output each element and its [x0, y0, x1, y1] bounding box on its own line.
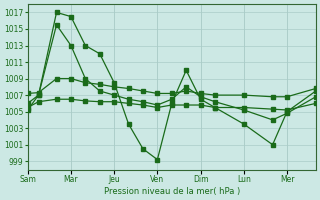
X-axis label: Pression niveau de la mer( hPa ): Pression niveau de la mer( hPa ) — [104, 187, 240, 196]
